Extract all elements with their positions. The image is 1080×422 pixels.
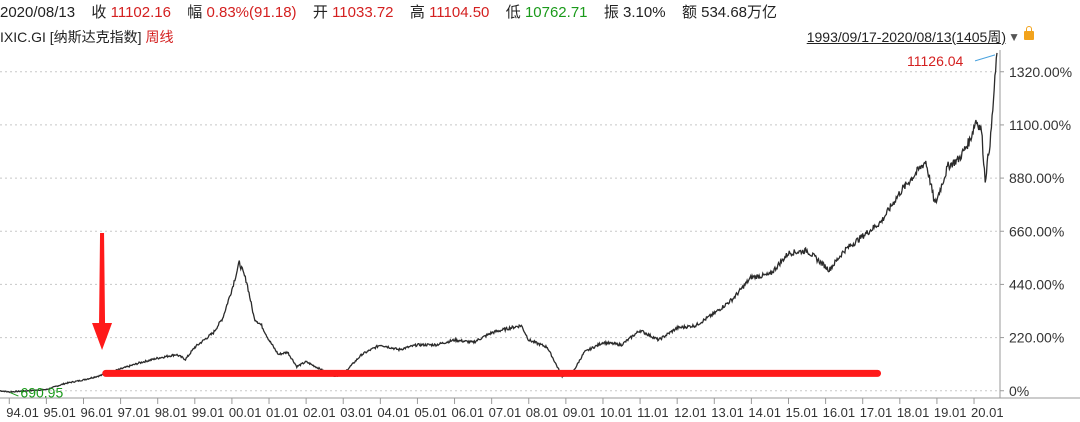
x-tick-label: 16.01 [823,405,856,420]
period-label: 周线 [145,29,174,45]
x-tick-label: 00.01 [229,405,262,420]
y-tick-label: 0% [1009,383,1029,399]
y-tick-label: 1100.00% [1009,117,1071,133]
price-chart[interactable]: 690.95 11126.04 0% 220.00% 440.00% 660.00% 88… [0,50,1080,422]
amplitude-value: 3.10% [623,4,666,21]
x-tick-label: 20.01 [971,405,1004,420]
y-tick-label: 880.00% [1009,170,1064,186]
index-name: [纳斯达克指数] [49,29,142,45]
x-tick-label: 95.01 [43,405,76,420]
y-tick-label: 220.00% [1009,330,1064,346]
annotations: 690.95 11126.04 [10,53,996,401]
high-label: 高 [409,4,425,21]
x-tick-label: 99.01 [192,405,225,420]
close-label: 收 [91,4,107,21]
amplitude-label: 振 [603,4,619,21]
quote-date: 2020/08/13 [0,4,76,21]
max-pointer [974,54,996,62]
open-label: 开 [312,4,328,21]
quote-bar: 2020/08/13 收 11102.16 幅 0.83%(91.18) 开 1… [0,0,1080,26]
x-tick-label: 96.01 [80,405,113,420]
low-value: 10762.71 [524,4,588,21]
y-tick-label: 660.00% [1009,223,1064,239]
x-axis-ticks: 94.01 95.01 96.01 97.01 98.01 99.01 00.01 01.01… [6,398,1004,420]
x-tick-label: 12.01 [674,405,707,420]
y-axis-ticks: 0% 220.00% 440.00% 660.00% 880.00% 1100.00% 13… [1000,64,1072,399]
high-value: 11104.50 [429,4,490,21]
amount-label: 额 [681,4,697,21]
x-tick-label: 18.01 [897,405,930,420]
amount-value: 534.68万亿 [701,4,778,21]
x-tick-label: 02.01 [303,405,336,420]
x-tick-label: 07.01 [489,405,522,420]
change-value: 0.83%(91.18) [206,4,297,21]
x-tick-label: 19.01 [934,405,967,420]
lock-icon[interactable] [1024,26,1034,40]
x-tick-label: 05.01 [414,405,447,420]
grid-lines [0,71,1000,392]
x-tick-label: 14.01 [748,405,781,420]
x-tick-label: 15.01 [785,405,818,420]
x-tick-label: 03.01 [340,405,373,420]
series-line [0,52,998,394]
x-tick-label: 08.01 [526,405,559,420]
chart-info-bar: IXIC.GI [纳斯达克指数] 周线 1993/09/17-2020/08/1… [0,26,1080,48]
x-tick-label: 01.01 [266,405,299,420]
open-value: 11033.72 [332,4,394,21]
y-tick-label: 1320.00% [1009,64,1072,80]
max-value-label: 11126.04 [907,53,964,69]
x-tick-label: 13.01 [711,405,744,420]
x-tick-label: 97.01 [118,405,151,420]
close-value: 11102.16 [110,4,171,21]
price-series [0,52,998,394]
date-range-selector[interactable]: 1993/09/17-2020/08/13(1405周) [806,29,1006,45]
index-code: IXIC.GI [0,29,46,45]
min-value-label: 690.95 [20,385,63,401]
low-label: 低 [505,4,521,21]
x-tick-label: 11.01 [637,405,669,420]
x-tick-label: 09.01 [563,405,596,420]
x-tick-label: 17.01 [860,405,893,420]
chevron-down-icon[interactable]: ▼ [1008,30,1020,44]
down-arrow [92,233,113,350]
min-pointer [10,392,19,397]
x-tick-label: 04.01 [377,405,410,420]
x-tick-label: 10.01 [600,405,633,420]
x-tick-label: 06.01 [452,405,485,420]
change-label: 幅 [187,4,203,21]
x-tick-label: 98.01 [155,405,188,420]
x-tick-label: 94.01 [6,405,39,420]
y-tick-label: 440.00% [1009,276,1064,292]
